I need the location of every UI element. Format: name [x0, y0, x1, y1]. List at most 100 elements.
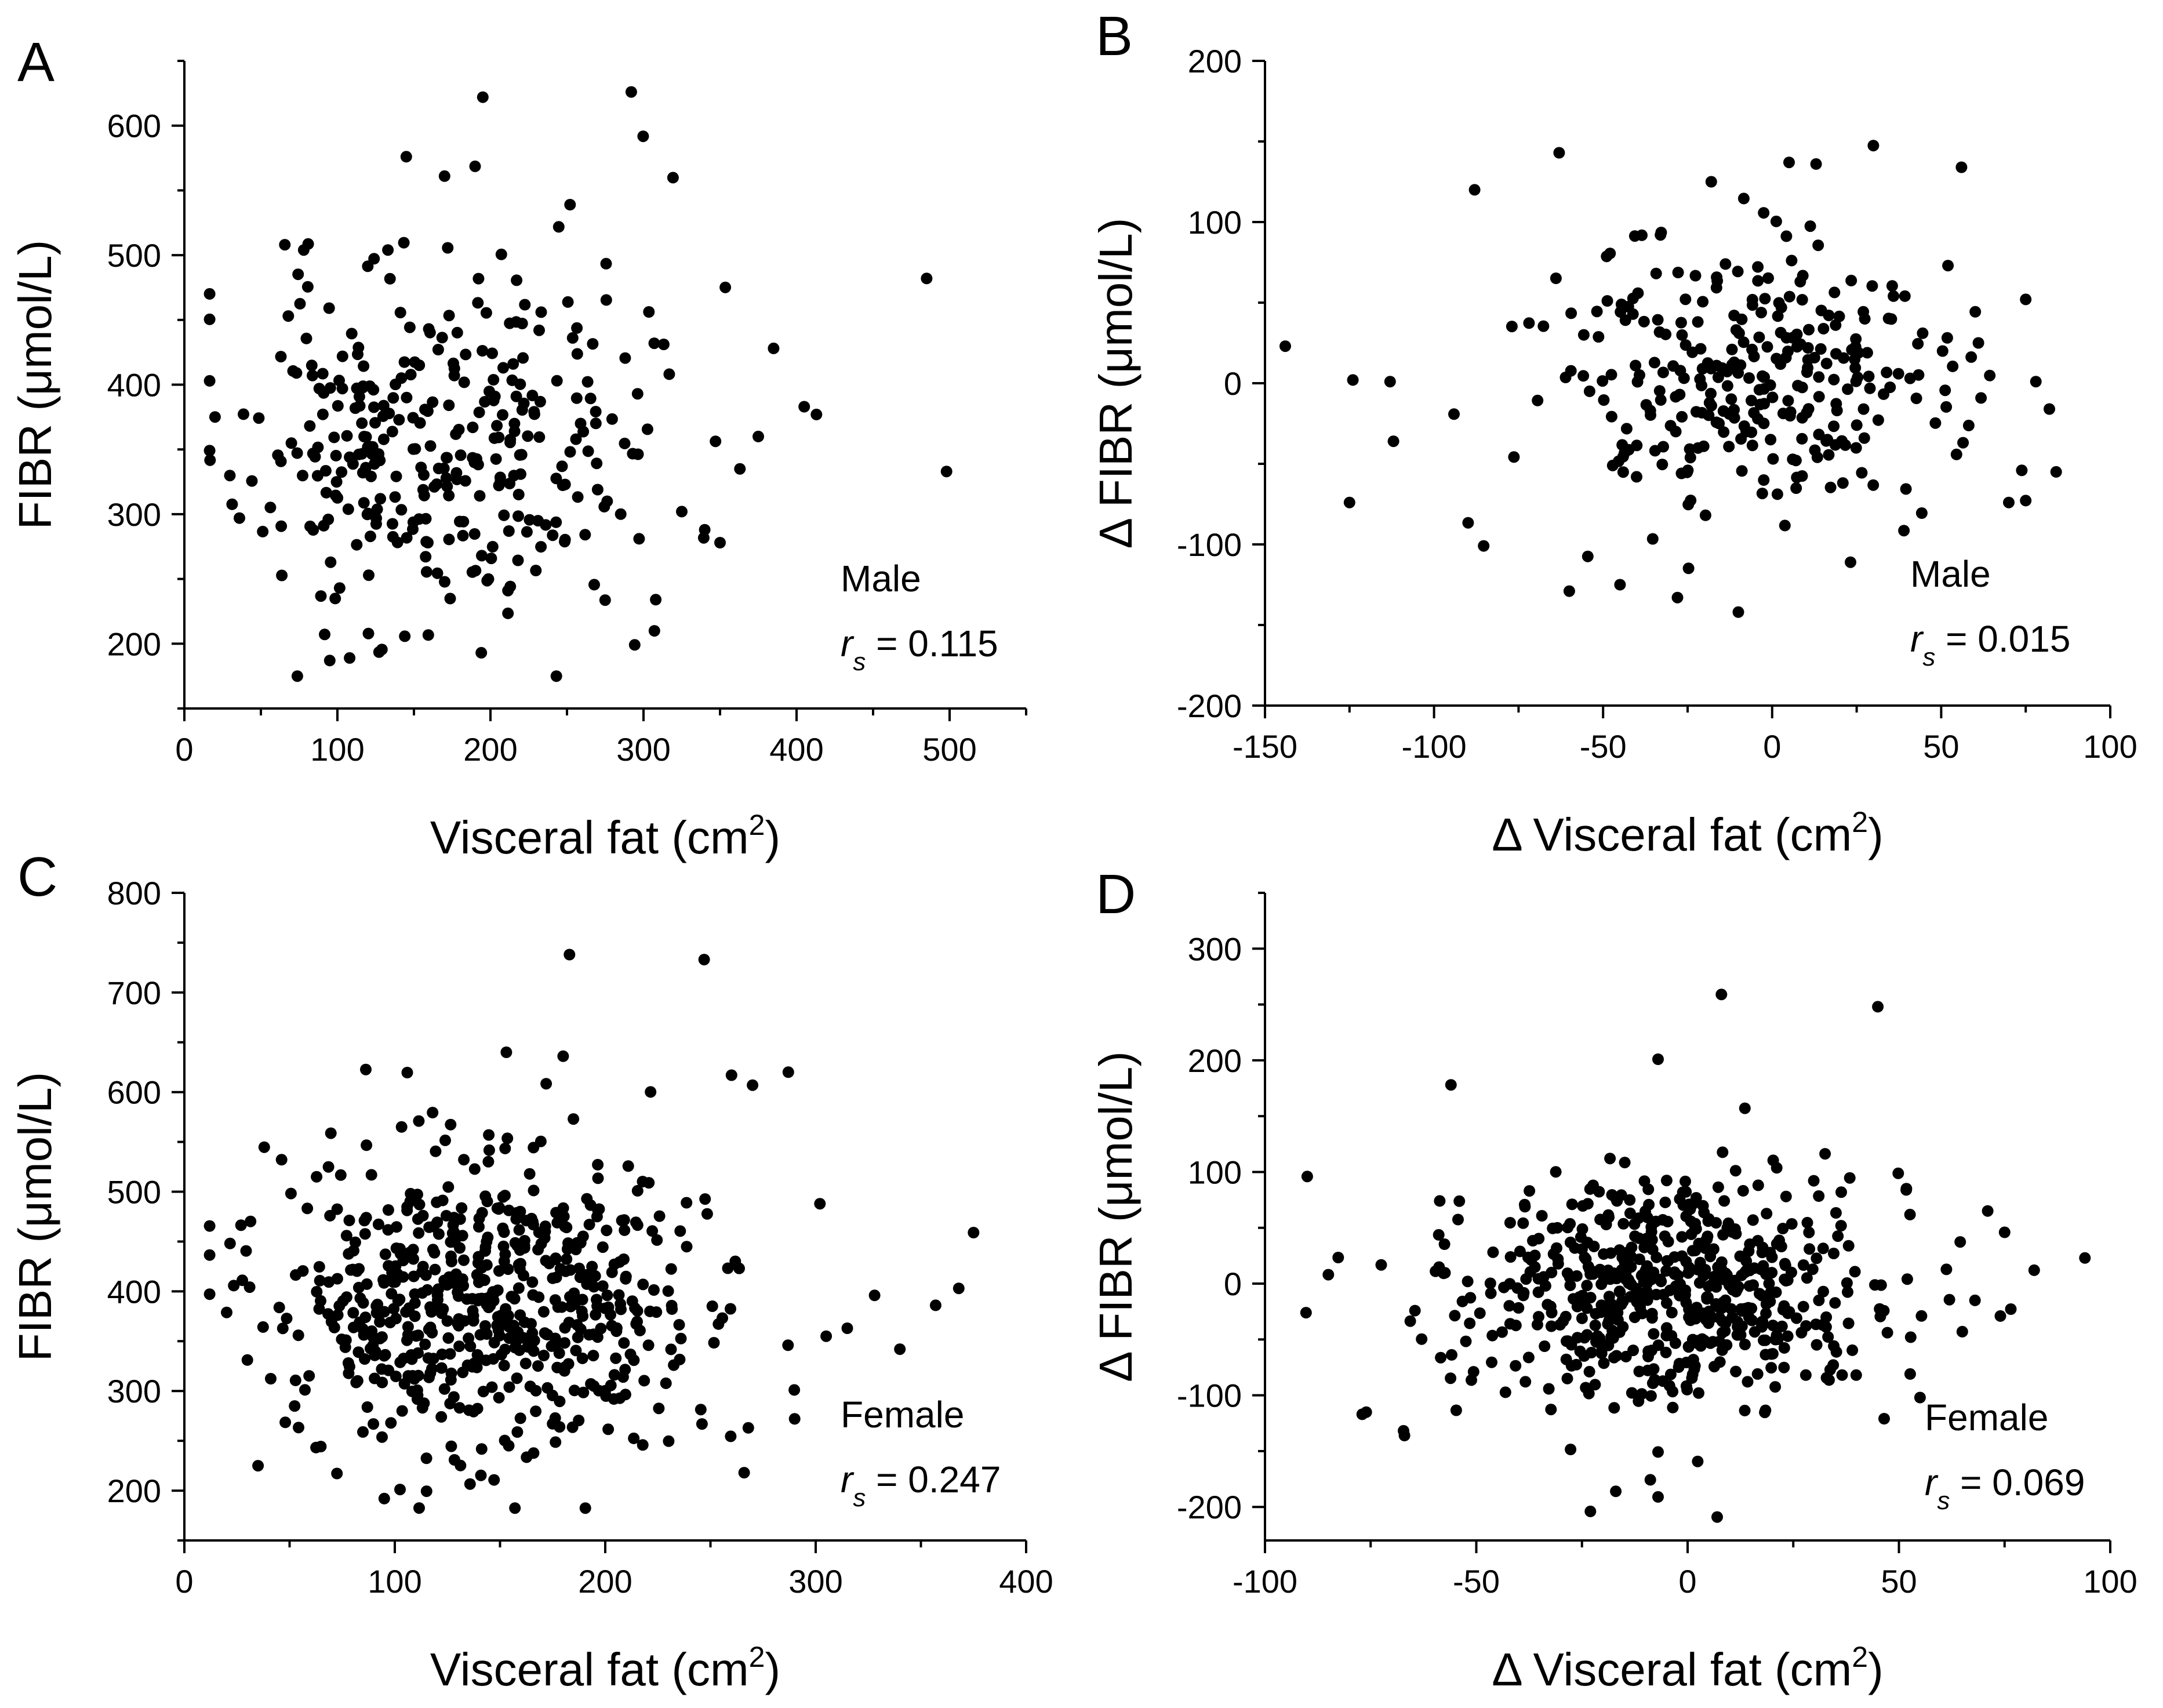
data-point [1332, 1252, 1344, 1263]
data-point [1643, 1198, 1655, 1211]
data-point [1653, 385, 1666, 397]
data-point [1301, 1171, 1313, 1183]
data-point [1732, 266, 1744, 278]
data-point [526, 1276, 539, 1288]
data-points [1279, 140, 2062, 618]
correlation-value: = 0.115 [866, 623, 998, 664]
data-point [1581, 1302, 1593, 1314]
data-point [628, 1432, 640, 1444]
data-point [615, 1303, 627, 1315]
data-point [657, 339, 670, 350]
data-point [313, 1303, 325, 1315]
data-point [1796, 294, 1808, 306]
data-point [1683, 1262, 1695, 1274]
data-point [353, 448, 365, 460]
x-axis-title-end: ) [1868, 1644, 1884, 1695]
data-point [601, 1289, 613, 1302]
data-point [1764, 379, 1776, 391]
data-point [681, 1197, 693, 1209]
data-point [396, 1405, 408, 1417]
data-point [253, 412, 265, 424]
data-point [1322, 1269, 1335, 1281]
data-point [427, 1244, 439, 1256]
data-point [1904, 1208, 1916, 1220]
data-point [559, 1337, 570, 1349]
data-point [348, 1245, 359, 1257]
data-point [631, 1305, 644, 1317]
data-point [564, 446, 576, 458]
data-point [358, 360, 370, 372]
data-point [2003, 496, 2015, 508]
data-point [451, 326, 463, 339]
data-point [1633, 1365, 1645, 1378]
y-tick-label: 400 [107, 367, 161, 404]
data-point [570, 392, 583, 404]
data-point [573, 1415, 585, 1426]
data-point [1772, 310, 1784, 322]
data-point [1830, 398, 1842, 410]
x-tick-label: 0 [175, 1563, 193, 1600]
data-point [477, 1386, 489, 1398]
data-point [435, 1362, 448, 1374]
data-point [1456, 1295, 1468, 1307]
data-point [1696, 406, 1708, 419]
data-point [1743, 1245, 1755, 1257]
data-point [1478, 540, 1490, 552]
data-point [1561, 1372, 1573, 1384]
data-point [1947, 360, 1959, 372]
data-point [624, 1349, 637, 1360]
data-point [506, 1291, 518, 1303]
y-axis-title: FIBR (μmol/L) [9, 1072, 61, 1361]
data-point [539, 1232, 551, 1244]
data-point [1904, 372, 1916, 384]
data-point [301, 281, 314, 293]
data-point [336, 1333, 348, 1346]
data-point [1761, 341, 1773, 353]
data-point [1760, 1298, 1772, 1310]
data-point [460, 348, 472, 361]
data-point [1676, 329, 1688, 341]
data-point [1539, 1340, 1551, 1352]
data-point [514, 1205, 526, 1218]
data-point [1660, 328, 1672, 340]
data-point [387, 518, 398, 530]
data-point [382, 244, 394, 256]
data-point [1950, 448, 1962, 460]
data-point [1833, 310, 1845, 322]
data-point [575, 417, 587, 430]
data-point [456, 1202, 468, 1214]
data-point [445, 1373, 457, 1386]
data-point [524, 1168, 536, 1180]
data-point [532, 1360, 544, 1372]
data-point [662, 1285, 674, 1297]
data-point [540, 1078, 552, 1090]
data-point [1633, 1232, 1645, 1244]
data-point [1642, 1345, 1655, 1357]
data-point [1714, 1356, 1726, 1368]
data-point [1731, 1283, 1743, 1295]
data-point [1810, 1318, 1822, 1331]
data-point [424, 326, 436, 339]
data-point [1842, 1286, 1853, 1298]
data-point [401, 532, 413, 544]
data-point [453, 424, 465, 435]
data-point [1929, 417, 1942, 429]
data-point [418, 489, 430, 502]
data-point [511, 1372, 523, 1384]
data-point [409, 1288, 421, 1300]
data-point [1616, 1295, 1628, 1307]
y-tick-label: -100 [1177, 526, 1242, 563]
data-point [486, 1381, 498, 1393]
data-point [1778, 1342, 1790, 1354]
data-point [633, 533, 645, 545]
data-point [1817, 1242, 1829, 1255]
data-point [1813, 391, 1825, 403]
data-point [1732, 606, 1744, 618]
data-point [1786, 1218, 1798, 1230]
data-point [2044, 403, 2055, 415]
data-point [484, 386, 495, 398]
data-point [1719, 1325, 1731, 1337]
data-point [472, 272, 485, 285]
data-point [722, 1262, 734, 1274]
data-point [457, 1367, 469, 1379]
